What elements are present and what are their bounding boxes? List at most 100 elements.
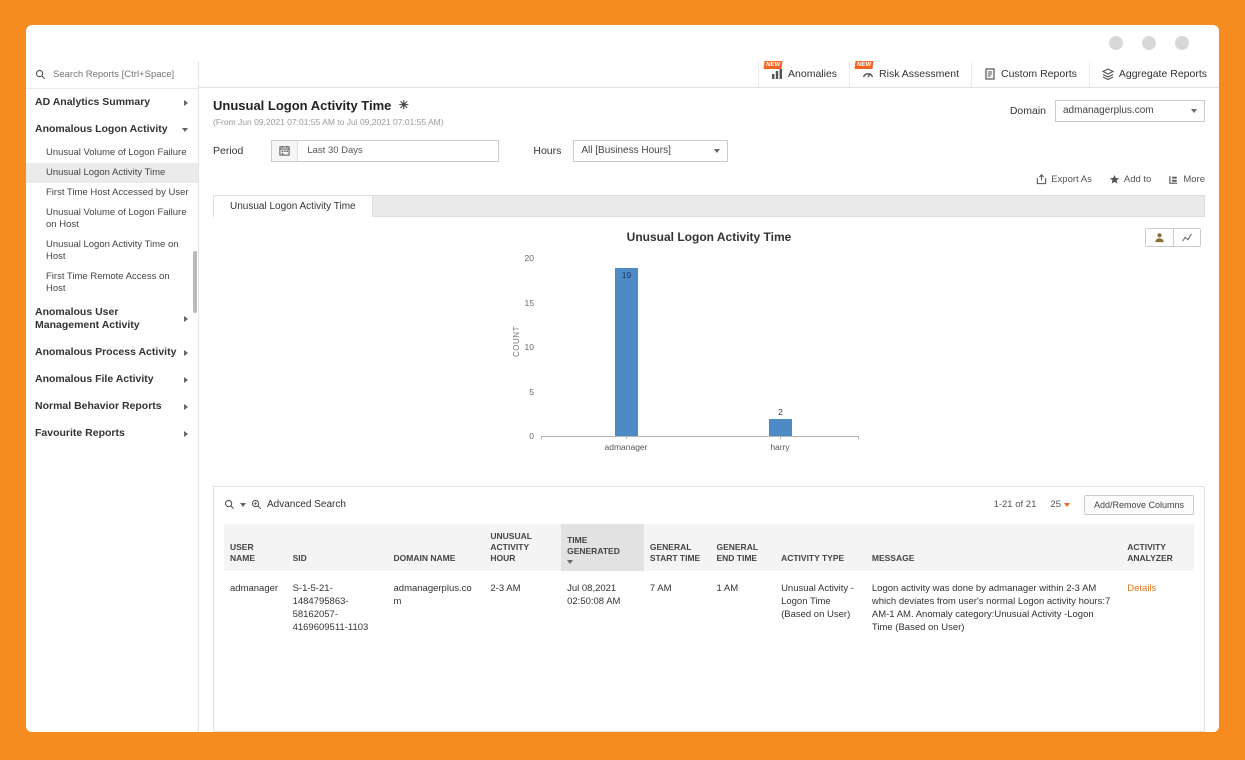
sidebar-item-anomalous-logon-activity[interactable]: Anomalous Logon Activity bbox=[26, 116, 198, 143]
bar-value-label: 19 bbox=[621, 270, 632, 281]
chevron-down-icon bbox=[714, 148, 721, 153]
tab-anomalies[interactable]: NEW Anomalies bbox=[758, 61, 849, 87]
chevron-right-icon bbox=[184, 403, 188, 410]
tab-aggregate-reports[interactable]: Aggregate Reports bbox=[1088, 61, 1219, 87]
cell-time-generated: Jul 08,2021 02:50:08 AM bbox=[567, 582, 621, 607]
user-icon bbox=[1155, 233, 1164, 243]
add-to-button[interactable]: Add to bbox=[1109, 174, 1151, 185]
col-activity-analyzer[interactable]: ACTIVITY ANALYZER bbox=[1121, 523, 1194, 571]
window-control-1[interactable] bbox=[1109, 36, 1123, 50]
chart-toolbar bbox=[1145, 228, 1201, 248]
period-input[interactable] bbox=[298, 140, 499, 161]
star-icon bbox=[1109, 174, 1119, 184]
cell-sid: S-1-5-21-1484795863-58162057-4169609511-… bbox=[292, 582, 369, 633]
add-remove-columns-button[interactable]: Add/Remove Columns bbox=[1083, 494, 1194, 515]
advanced-search-label: Advanced Search bbox=[267, 499, 346, 511]
sidebar-item-first-time-remote-access-on-host[interactable]: First Time Remote Access on Host bbox=[46, 271, 170, 294]
domain-select[interactable]: admanagerplus.com bbox=[1055, 99, 1205, 122]
sidebar-item-ad-analytics-summary[interactable]: AD Analytics Summary bbox=[26, 89, 198, 116]
chevron-right-icon bbox=[184, 430, 188, 437]
report-actions: Export As Add to More bbox=[199, 162, 1219, 189]
col-domain-name[interactable]: DOMAIN NAME bbox=[387, 523, 485, 571]
col-general-start-time[interactable]: GENERAL START TIME bbox=[643, 523, 711, 571]
col-sid[interactable]: SID bbox=[286, 523, 388, 571]
search-reports-input[interactable] bbox=[53, 69, 185, 80]
top-navigation: NEW Anomalies NEW Risk Assessment Custom… bbox=[199, 61, 1219, 88]
x-category-label: harry bbox=[770, 442, 790, 453]
window-control-3[interactable] bbox=[1175, 36, 1189, 50]
sidebar-item-unusual-logon-activity-time[interactable]: Unusual Logon Activity Time bbox=[26, 163, 198, 183]
sidebar-item-label: AD Analytics Summary bbox=[35, 96, 151, 108]
bar-harry[interactable]: 2 bbox=[769, 407, 792, 437]
window-control-2[interactable] bbox=[1142, 36, 1156, 50]
bar-admanager[interactable]: 19 bbox=[615, 268, 638, 437]
chevron-down-icon bbox=[1063, 502, 1070, 507]
sidebar: AD Analytics Summary Anomalous Logon Act… bbox=[26, 61, 199, 732]
tab-risk-assessment[interactable]: NEW Risk Assessment bbox=[849, 61, 971, 87]
more-label: More bbox=[1183, 173, 1205, 185]
sidebar-item-label: Anomalous Logon Activity bbox=[35, 123, 168, 135]
tab-unusual-logon-activity-time[interactable]: Unusual Logon Activity Time bbox=[214, 195, 373, 218]
col-general-end-time[interactable]: GENERAL END TIME bbox=[710, 523, 776, 571]
main-area: NEW Anomalies NEW Risk Assessment Custom… bbox=[199, 61, 1219, 732]
domain-select-value: admanagerplus.com bbox=[1063, 105, 1154, 117]
sidebar-item-unusual-logon-activity-time-on-host[interactable]: Unusual Logon Activity Time on Host bbox=[46, 239, 179, 262]
document-icon bbox=[985, 68, 995, 80]
details-link[interactable]: Details bbox=[1127, 582, 1157, 594]
chevron-right-icon bbox=[184, 99, 188, 106]
tab-custom-reports[interactable]: Custom Reports bbox=[971, 61, 1089, 87]
sidebar-item-label: Anomalous File Activity bbox=[35, 373, 154, 385]
report-header: Unusual Logon Activity Time ☀ (From Jun … bbox=[199, 88, 1219, 127]
y-tick: 15 bbox=[524, 297, 534, 308]
cell-general-end-time: 1 AM bbox=[716, 582, 739, 594]
tab-label: Risk Assessment bbox=[879, 67, 959, 80]
chevron-down-icon bbox=[1191, 108, 1197, 113]
sidebar-item-anomalous-file-activity[interactable]: Anomalous File Activity bbox=[26, 366, 198, 393]
sidebar-item-favourite-reports[interactable]: Favourite Reports bbox=[26, 420, 198, 447]
chevron-right-icon bbox=[184, 376, 188, 383]
col-unusual-activity-hour[interactable]: UNUSUAL ACTIVITY HOUR bbox=[484, 523, 562, 571]
sidebar-item-unusual-volume-of-logon-failure[interactable]: Unusual Volume of Logon Failure bbox=[46, 147, 187, 158]
cell-message: Logon activity was done by admanager wit… bbox=[871, 582, 1111, 633]
sidebar-item-anomalous-user-management-activity[interactable]: Anomalous User Management Activity bbox=[26, 299, 198, 339]
report-date-range: (From Jun 09,2021 07:01:55 AM to Jul 09,… bbox=[213, 116, 444, 127]
calendar-icon-button[interactable] bbox=[272, 140, 299, 161]
advanced-search-button[interactable]: Advanced Search bbox=[224, 499, 346, 510]
calendar-icon bbox=[279, 146, 290, 156]
export-as-label: Export As bbox=[1051, 173, 1092, 185]
filter-bar: Period Hours All [Business Hours] bbox=[199, 127, 1219, 162]
user-view-button[interactable] bbox=[1146, 229, 1173, 247]
layers-icon bbox=[1101, 68, 1114, 80]
col-message[interactable]: MESSAGE bbox=[865, 523, 1122, 571]
col-activity-type[interactable]: ACTIVITY TYPE bbox=[775, 523, 866, 571]
chart-title: Unusual Logon Activity Time bbox=[626, 230, 792, 245]
sidebar-scrollbar[interactable] bbox=[193, 251, 197, 313]
y-tick: 5 bbox=[529, 386, 534, 397]
tab-label: Custom Reports bbox=[1001, 67, 1077, 80]
more-button[interactable]: More bbox=[1168, 174, 1205, 185]
cell-general-start-time: 7 AM bbox=[649, 582, 672, 594]
export-as-button[interactable]: Export As bbox=[1036, 174, 1092, 185]
table-row: admanager S-1-5-21-1484795863-58162057-4… bbox=[224, 571, 1194, 645]
hours-select[interactable]: All [Business Hours] bbox=[573, 139, 729, 162]
sidebar-item-normal-behavior-reports[interactable]: Normal Behavior Reports bbox=[26, 393, 198, 420]
cell-domain-name: admanagerplus.com bbox=[393, 582, 472, 607]
pagination-info: 1-21 of 21 bbox=[993, 499, 1037, 511]
schedule-icon[interactable]: ☀ bbox=[398, 98, 410, 113]
period-label: Period bbox=[213, 144, 244, 157]
sidebar-item-anomalous-process-activity[interactable]: Anomalous Process Activity bbox=[26, 339, 198, 366]
col-time-generated[interactable]: TIME GENERATED bbox=[561, 523, 644, 571]
chart-type-button[interactable] bbox=[1173, 229, 1200, 247]
sort-desc-icon bbox=[567, 559, 574, 564]
search-plus-icon bbox=[251, 500, 262, 510]
col-user-name[interactable]: USER NAME bbox=[224, 523, 287, 571]
domain-label: Domain bbox=[1009, 104, 1046, 117]
tab-label: Aggregate Reports bbox=[1118, 67, 1207, 80]
bar-chart-icon bbox=[772, 68, 783, 79]
chevron-right-icon bbox=[184, 316, 188, 322]
cell-activity-type: Unusual Activity - Logon Time (Based on … bbox=[781, 582, 854, 620]
sidebar-item-unusual-volume-of-logon-failure-on-host[interactable]: Unusual Volume of Logon Failure on Host bbox=[46, 207, 187, 230]
sidebar-item-first-time-host-accessed-by-user[interactable]: First Time Host Accessed by User bbox=[46, 187, 189, 198]
page-title: Unusual Logon Activity Time ☀ bbox=[213, 98, 444, 113]
page-size-select[interactable]: 25 bbox=[1050, 499, 1070, 510]
